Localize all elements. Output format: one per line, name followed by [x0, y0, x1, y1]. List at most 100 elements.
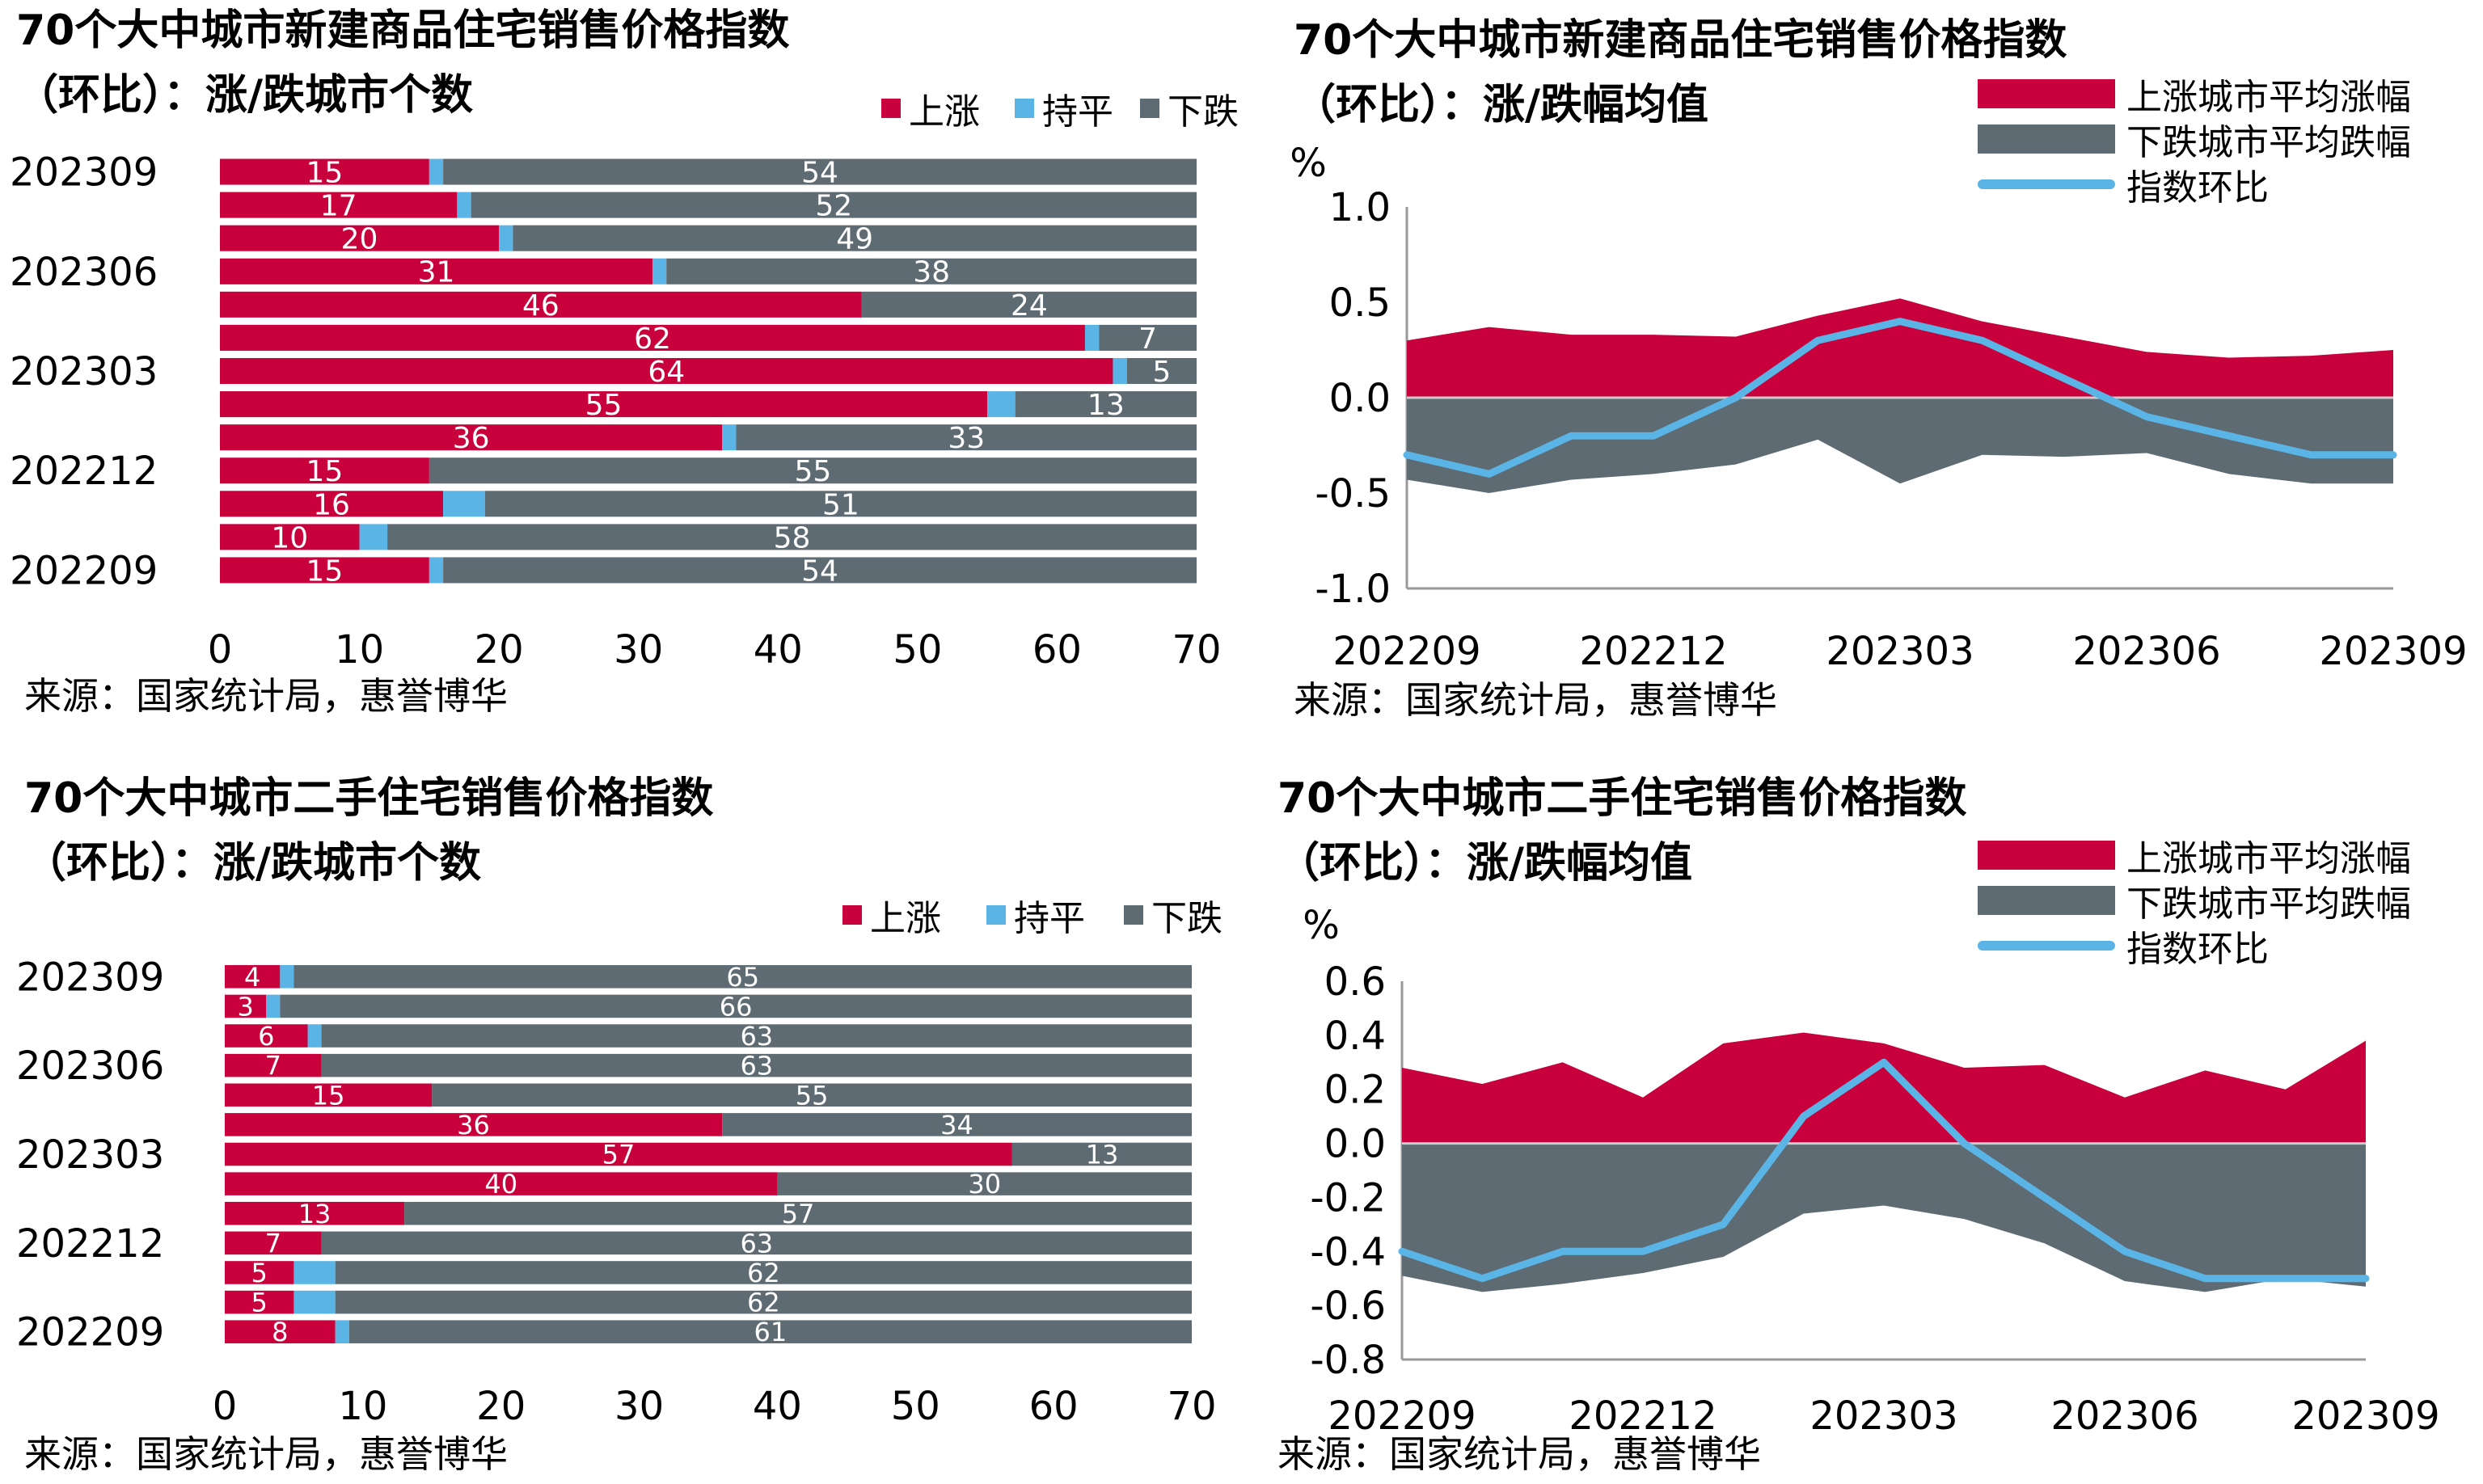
panel-new-avg: 70个大中城市新建商品住宅销售价格指数 （环比）：涨/跌幅均值 上涨城市平均涨幅…	[1261, 0, 2483, 742]
x-tick-label: 50	[893, 627, 942, 672]
bar-down	[293, 965, 1192, 989]
y-tick-label: 0.2	[1324, 1068, 1386, 1113]
y-tick-label: -0.6	[1310, 1284, 1386, 1329]
line-index-mom	[1398, 1058, 2370, 1283]
bar-flat	[266, 994, 281, 1018]
chart-title-line1: 70个大中城市二手住宅销售价格指数	[24, 774, 714, 823]
y-tick-label: 0.6	[1324, 959, 1386, 1005]
data-label: 13	[298, 1199, 331, 1229]
data-label: 31	[418, 256, 455, 289]
data-label: 36	[457, 1110, 490, 1140]
data-label: 7	[265, 1051, 281, 1081]
data-label: 15	[306, 554, 344, 588]
data-label: 54	[801, 156, 838, 189]
x-tick-label: 202309	[2291, 1393, 2439, 1439]
area-chart-new-avg: -1.0 -0.5 0.0 0.5 1.0% 202209 202212 202303 2023…	[1290, 141, 2467, 674]
legend-label-index: 指数环比	[2126, 167, 2269, 209]
y-tick-label: -0.8	[1310, 1338, 1386, 1383]
data-label: 65	[726, 962, 759, 993]
bar-down	[1099, 324, 1197, 351]
y-tick-label: -0.4	[1310, 1229, 1386, 1275]
bar-flat	[293, 1290, 336, 1314]
bar-up	[220, 391, 988, 418]
panel-second-avg: 70个大中城市二手住宅销售价格指数 （环比）：涨/跌幅均值 上涨城市平均涨幅 下…	[1261, 742, 2483, 1484]
bar-down	[321, 1231, 1193, 1255]
bar-up	[225, 1231, 322, 1255]
bar-down	[335, 1290, 1193, 1314]
data-label: 38	[913, 256, 950, 289]
data-label: 63	[740, 1021, 773, 1052]
x-tick-label: 202212	[1569, 1393, 1717, 1439]
bar-flat	[499, 225, 513, 251]
data-label: 62	[634, 323, 671, 356]
source-note: 来源：国家统计局，惠誉博华	[1277, 1432, 1761, 1476]
panel-new-counts: 70个大中城市新建商品住宅销售价格指数 （环比）：涨/跌城市个数 上涨 持平 下…	[0, 0, 1261, 742]
data-label: 5	[1152, 356, 1171, 389]
y-axis-unit: %	[1290, 141, 1327, 186]
bar-up	[225, 1113, 723, 1136]
bar-flat	[443, 491, 485, 517]
bar-up	[220, 424, 723, 451]
bar-up	[225, 1290, 294, 1314]
category-tick-label: 202212	[16, 1221, 164, 1267]
bar-flat	[722, 424, 737, 451]
bar-down	[666, 258, 1197, 285]
bar-up	[225, 965, 281, 989]
legend-item-flat: 持平	[1015, 82, 1113, 134]
bar-up	[220, 524, 360, 550]
legend-swatch-down-avg	[1978, 886, 2115, 915]
data-label: 54	[801, 554, 838, 588]
bar-down	[348, 1320, 1192, 1343]
bar-flat	[359, 524, 388, 550]
x-tick-label: 70	[1167, 1384, 1216, 1429]
bar-up	[225, 1024, 308, 1048]
bar-up	[225, 1142, 1012, 1166]
bar-up	[220, 192, 458, 218]
chart-title-line1: 70个大中城市新建商品住宅销售价格指数	[1294, 16, 2067, 65]
data-label: 40	[484, 1169, 517, 1199]
x-tick-label: 202309	[2319, 629, 2467, 674]
bar-up	[225, 1320, 336, 1343]
data-label: 33	[948, 422, 985, 455]
legend-swatch-up	[881, 99, 901, 118]
data-label: 4	[244, 962, 260, 993]
x-tick-label: 70	[1172, 627, 1221, 672]
legend-label-up-avg: 上涨城市平均涨幅	[2126, 77, 2411, 118]
legend-swatch-down-avg	[1978, 124, 2115, 154]
category-tick-label: 202309	[16, 955, 164, 1000]
bar-down	[513, 225, 1197, 251]
bar-down	[335, 1261, 1193, 1284]
bar-flat	[429, 557, 444, 584]
x-tick-label: 202209	[1332, 629, 1480, 674]
legend-item-up: 上涨	[842, 889, 941, 941]
bar-up	[225, 1261, 294, 1284]
bar-flat	[307, 1024, 322, 1048]
chart-title-line2: （环比）：涨/跌幅均值	[1294, 81, 1708, 129]
legend-label-down-avg: 下跌城市平均跌幅	[2126, 883, 2411, 925]
bar-up	[225, 1172, 778, 1195]
bar-down	[443, 158, 1197, 185]
bar-down	[1126, 357, 1197, 385]
data-label: 10	[271, 521, 308, 554]
data-label: 62	[747, 1258, 780, 1288]
data-label: 51	[822, 488, 859, 521]
bar-down	[321, 1024, 1193, 1048]
bar-down	[736, 424, 1197, 451]
bar-up	[220, 225, 500, 251]
legend-swatch-down	[1140, 99, 1159, 118]
data-label: 6	[258, 1021, 274, 1052]
bar-chart-new-counts: 15 54 202309 17 52 20 49 31 38 202306 46 24 62 7 64 5 20…	[10, 150, 1222, 672]
bar-flat	[1084, 324, 1100, 351]
data-label: 5	[251, 1288, 268, 1318]
bar-flat	[652, 258, 667, 285]
bar-up	[220, 158, 429, 185]
legend-label-index: 指数环比	[2126, 929, 2269, 970]
legend-swatch-index	[1978, 179, 2115, 189]
legend-swatch-index	[1978, 941, 2115, 951]
panel-second-counts: 70个大中城市二手住宅销售价格指数 （环比）：涨/跌城市个数 上涨 持平 下跌 …	[0, 742, 1261, 1484]
category-tick-label: 202303	[10, 349, 158, 394]
legend-swatch-up	[842, 905, 862, 925]
legend-item-down: 下跌	[1140, 82, 1239, 134]
legend-swatch-up-avg	[1978, 841, 2115, 870]
y-tick-label: 1.0	[1329, 185, 1391, 230]
